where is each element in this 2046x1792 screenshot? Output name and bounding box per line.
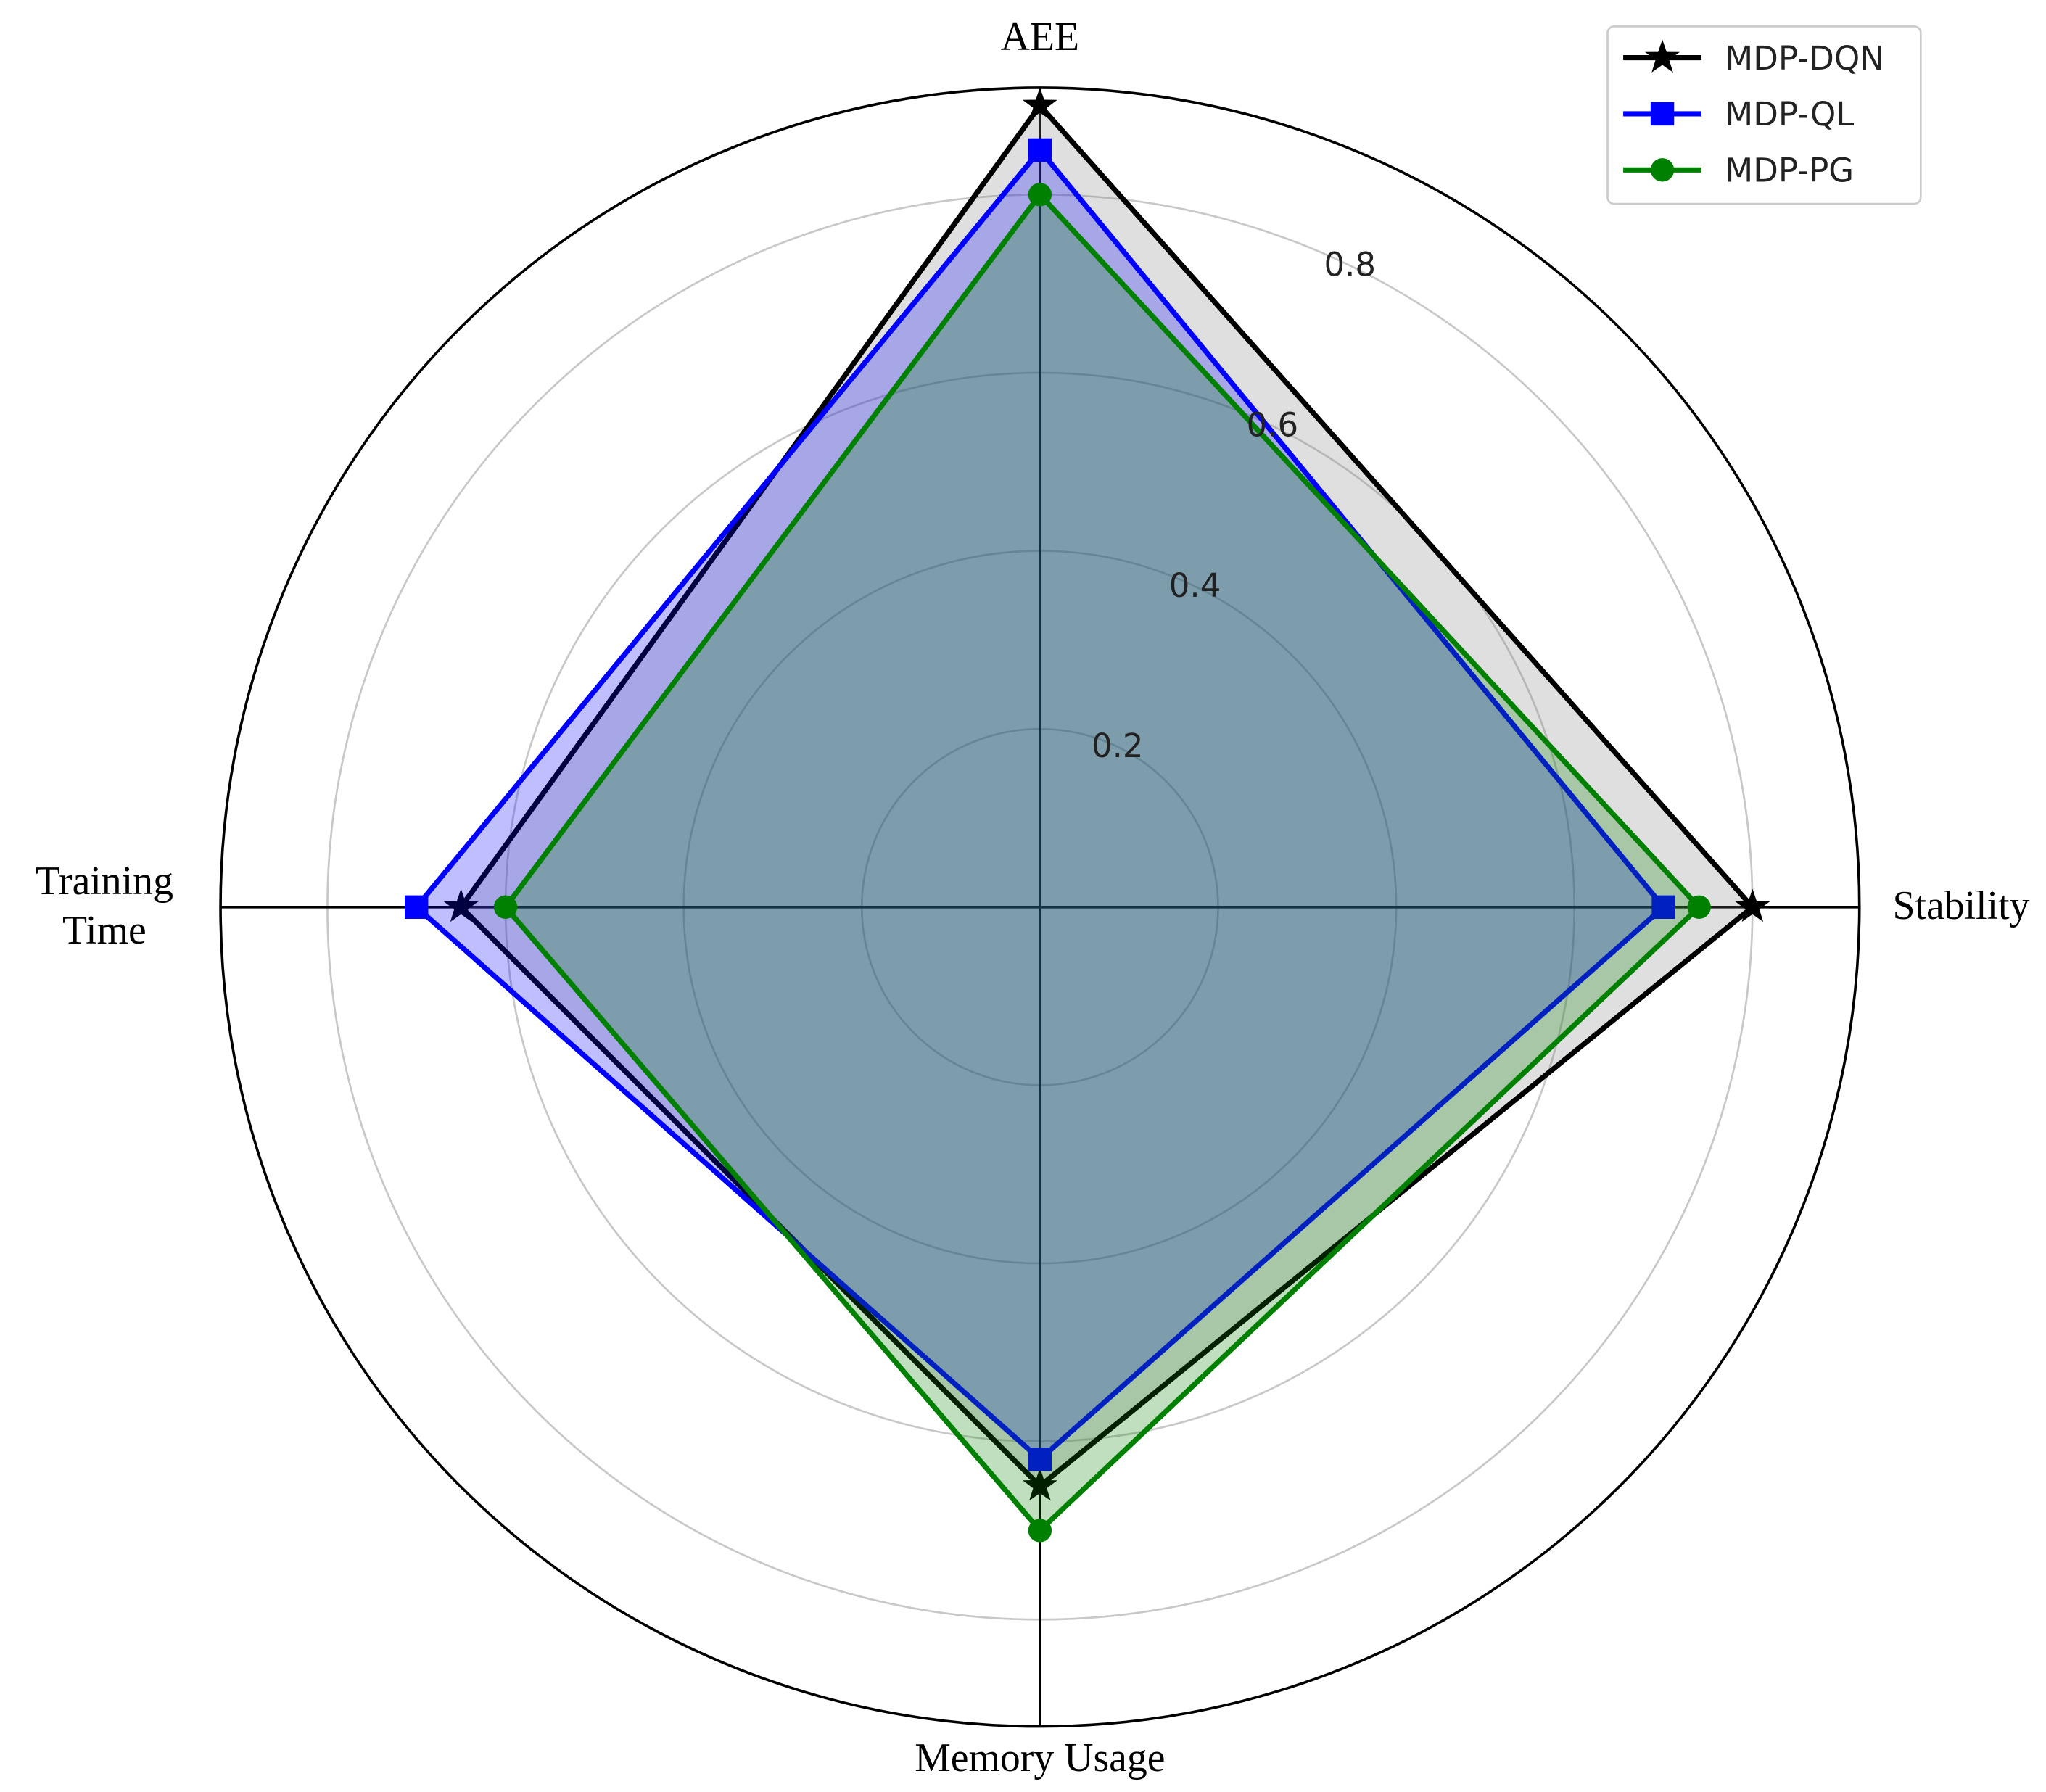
marker [1651,895,1675,919]
marker [1028,1448,1052,1471]
category-label: Stability [1893,883,2030,928]
legend-label: MDP-PG [1725,151,1854,189]
marker [443,888,479,922]
r-tick-label: 0.8 [1324,246,1376,284]
category-label: Training Time [36,859,173,953]
r-tick-label: 0.4 [1169,566,1221,605]
legend-marker [1650,102,1675,126]
r-tick-label: 0.2 [1092,727,1144,765]
category-label: AEE [1001,15,1079,59]
legend-marker [1645,39,1680,73]
marker [1028,138,1052,162]
category-label: Memory Usage [915,1735,1165,1780]
marker [1687,895,1711,919]
marker [1022,1467,1057,1501]
r-tick-label: 0.6 [1247,406,1299,445]
marker [1028,1519,1052,1543]
marker [1028,183,1052,207]
legend-marker [1650,158,1675,182]
marker [1022,87,1057,120]
legend-label: MDP-DQN [1725,39,1884,78]
label-line: Training [36,859,173,904]
marker [405,895,429,919]
series-area [506,194,1699,1531]
series-area [461,105,1753,1487]
series-area [416,149,1664,1460]
legend-label: MDP-QL [1725,95,1854,133]
legend-box [1606,25,1922,205]
marker [493,895,518,919]
marker [1735,888,1770,922]
label-line: Time [62,908,147,953]
